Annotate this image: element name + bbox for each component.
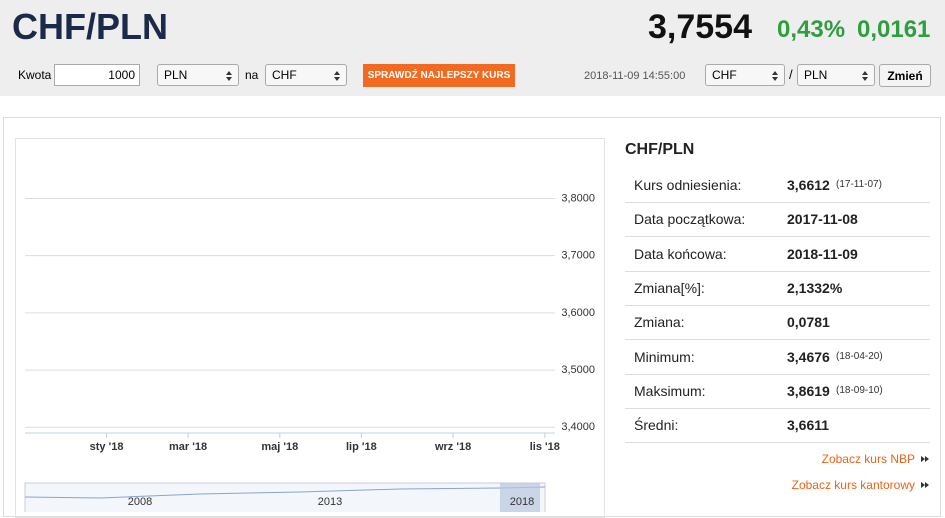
x-tick-label: wrz '18 bbox=[434, 441, 471, 453]
pair-from-select[interactable]: CHF bbox=[705, 64, 785, 86]
summary-row: Minimum: 3,4676 (18-04-20) bbox=[625, 340, 930, 375]
x-tick-label: lis '18 bbox=[530, 441, 560, 453]
separator: / bbox=[789, 67, 793, 82]
pair-title: CHF/PLN bbox=[12, 6, 168, 47]
summary-row: Zmiana[%]: 2,1332% bbox=[625, 271, 930, 306]
y-tick-label: 3,8000 bbox=[561, 192, 595, 204]
timestamp: 2018-11-09 14:55:00 bbox=[584, 70, 686, 82]
summary-row: Maksimum: 3,8619 (18-09-10) bbox=[625, 374, 930, 409]
row-label: Zmiana[%]: bbox=[634, 279, 705, 296]
row-value: 3,6611 bbox=[787, 417, 830, 434]
row-label: Data początkowa: bbox=[634, 211, 746, 228]
pair-to-select[interactable]: PLN bbox=[797, 64, 875, 86]
row-label: Średni: bbox=[634, 417, 679, 434]
x-tick-label: mar '18 bbox=[169, 441, 207, 453]
na-label: na bbox=[245, 68, 259, 82]
rate: 3,7554 bbox=[648, 8, 752, 46]
change-pct: 0,43% bbox=[777, 16, 846, 43]
exchange-link[interactable]: Zobacz kurs kantorowy bbox=[791, 478, 930, 492]
from-select[interactable]: PLN bbox=[157, 64, 239, 86]
x-tick-label: sty '18 bbox=[90, 441, 124, 453]
check-button[interactable]: SPRAWDŹ NAJLEPSZY KURS bbox=[363, 64, 515, 87]
row-label: Data końcowa: bbox=[634, 245, 727, 262]
summary-row: Data końcowa: 2018-11-09 bbox=[625, 237, 930, 272]
row-label: Maksimum: bbox=[634, 382, 706, 399]
change-abs: 0,0161 bbox=[857, 16, 931, 43]
row-value: 0,0781 bbox=[787, 314, 830, 331]
row-value: 3,4676 bbox=[787, 348, 830, 365]
y-tick-label: 3,4000 bbox=[561, 421, 595, 433]
row-value: 2,1332% bbox=[787, 279, 843, 296]
row-note: (18-04-20) bbox=[836, 350, 883, 362]
row-note: (18-09-10) bbox=[836, 384, 883, 396]
amount-input[interactable]: 1000 bbox=[54, 64, 140, 86]
y-tick-label: 3,5000 bbox=[561, 364, 595, 376]
y-tick-label: 3,6000 bbox=[561, 307, 595, 319]
navigator-label: 2018 bbox=[510, 496, 534, 508]
amount-label: Kwota bbox=[18, 68, 52, 82]
navigator-selection bbox=[500, 483, 540, 512]
summary-row: Zmiana: 0,0781 bbox=[625, 305, 930, 341]
row-value: 2018-11-09 bbox=[787, 245, 858, 262]
x-tick-label: lip '18 bbox=[346, 441, 377, 453]
row-value: 3,8619 bbox=[787, 382, 830, 399]
row-value: 3,6612 bbox=[787, 177, 830, 193]
nbp-link[interactable]: Zobacz kurs NBP bbox=[821, 452, 930, 466]
row-label: Minimum: bbox=[634, 348, 695, 365]
navigator-label: 2013 bbox=[318, 496, 342, 508]
swap-button[interactable]: Zmień bbox=[879, 64, 931, 87]
summary-title: CHF/PLN bbox=[625, 141, 695, 158]
row-value: 2017-11-08 bbox=[787, 211, 858, 228]
x-tick-label: maj '18 bbox=[261, 441, 298, 453]
navigator-label: 2008 bbox=[128, 496, 152, 508]
y-tick-label: 3,7000 bbox=[561, 250, 595, 262]
row-label: Kurs odniesienia: bbox=[634, 177, 742, 193]
row-label: Zmiana: bbox=[634, 314, 685, 331]
to-select[interactable]: CHF bbox=[265, 64, 347, 86]
summary-row: Data początkowa: 2017-11-08 bbox=[625, 202, 930, 238]
row-note: (17-11-07) bbox=[836, 179, 882, 190]
chart: 2008 2013 2018 3,4000 3,5000 3,6000 3,7000 3… bbox=[24, 192, 595, 512]
summary-row: Kurs odniesienia: 3,6612 (17-11-07) bbox=[625, 168, 930, 203]
summary-row: Średni: 3,6611 bbox=[625, 408, 930, 444]
